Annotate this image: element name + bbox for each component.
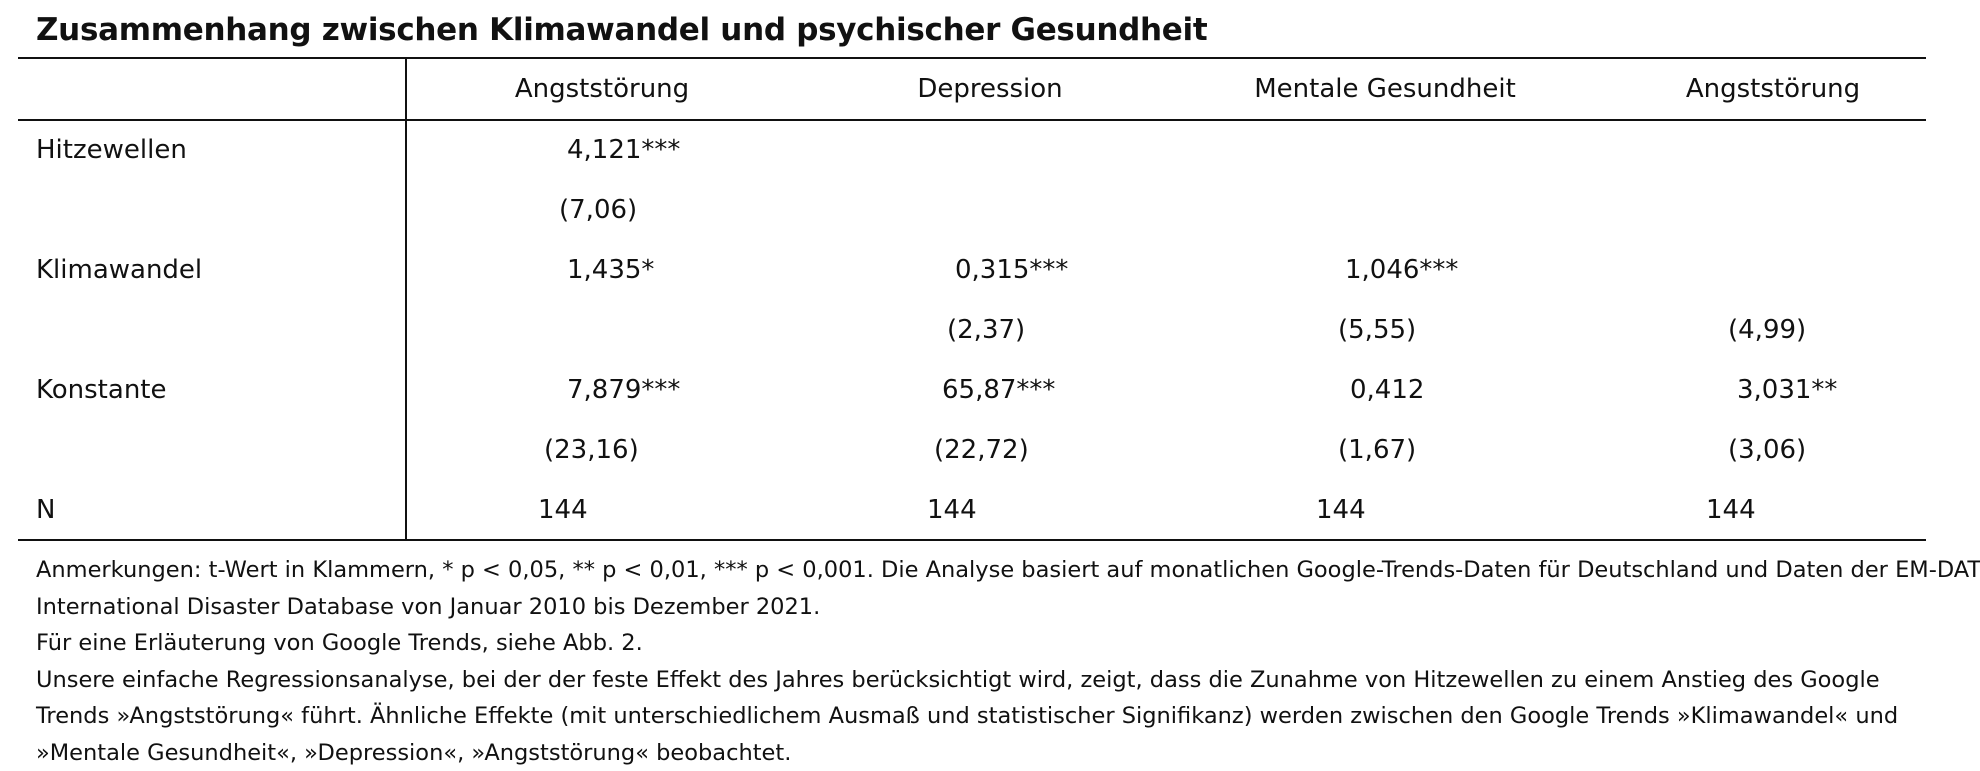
tvalue-hitzewellen-angststoerung: (7,06) <box>559 193 637 227</box>
note-line: Trends »Angststörung« führt. Ähnliche Ef… <box>36 698 1936 735</box>
tvalue-klimawandel-angststoerung-2: (4,99) <box>1728 313 1806 347</box>
coef-klimawandel-depression: 0,315*** <box>955 253 1068 287</box>
column-header-angststoerung-2: Angststörung <box>1583 72 1963 106</box>
n-depression: 144 <box>927 493 977 527</box>
coef-klimawandel-angststoerung: 1,435* <box>567 253 654 287</box>
n-mentale-gesundheit: 144 <box>1316 493 1366 527</box>
column-header-depression: Depression <box>800 72 1180 106</box>
tvalue-konstante-angststoerung-2: (3,06) <box>1728 433 1806 467</box>
coef-konstante-depression: 65,87*** <box>942 373 1055 407</box>
tvalue-klimawandel-mentale-gesundheit: (5,55) <box>1338 313 1416 347</box>
note-line: International Disaster Database von Janu… <box>36 589 1936 626</box>
note-line: »Mentale Gesundheit«, »Depression«, »Ang… <box>36 735 1936 771</box>
row-label-n: N <box>36 493 55 527</box>
table-title: Zusammenhang zwischen Klimawandel und ps… <box>36 10 1207 50</box>
table-header-rule <box>18 119 1926 121</box>
table-top-rule <box>18 57 1926 59</box>
note-line: Anmerkungen: t-Wert in Klammern, * p < 0… <box>36 552 1936 589</box>
note-line: Unsere einfache Regressionsanalyse, bei … <box>36 662 1936 699</box>
tvalue-klimawandel-depression: (2,37) <box>947 313 1025 347</box>
note-line: Für eine Erläuterung von Google Trends, … <box>36 625 1936 662</box>
n-angststoerung-2: 144 <box>1706 493 1756 527</box>
row-label-klimawandel: Klimawandel <box>36 253 202 287</box>
n-angststoerung: 144 <box>538 493 588 527</box>
table-notes: Anmerkungen: t-Wert in Klammern, * p < 0… <box>36 552 1936 771</box>
coef-konstante-angststoerung: 7,879*** <box>567 373 680 407</box>
column-header-mentale-gesundheit: Mentale Gesundheit <box>1195 72 1575 106</box>
row-label-konstante: Konstante <box>36 373 166 407</box>
tvalue-konstante-depression: (22,72) <box>934 433 1029 467</box>
table-bottom-rule <box>18 539 1926 541</box>
coef-konstante-mentale-gesundheit: 0,412 <box>1350 373 1424 407</box>
tvalue-konstante-angststoerung: (23,16) <box>544 433 639 467</box>
column-header-angststoerung-1: Angststörung <box>412 72 792 106</box>
coef-konstante-angststoerung-2: 3,031** <box>1737 373 1837 407</box>
tvalue-konstante-mentale-gesundheit: (1,67) <box>1338 433 1416 467</box>
coef-klimawandel-mentale-gesundheit: 1,046*** <box>1345 253 1458 287</box>
table-label-divider <box>405 59 407 539</box>
row-label-hitzewellen: Hitzewellen <box>36 133 187 167</box>
coef-hitzewellen-angststoerung: 4,121*** <box>567 133 680 167</box>
